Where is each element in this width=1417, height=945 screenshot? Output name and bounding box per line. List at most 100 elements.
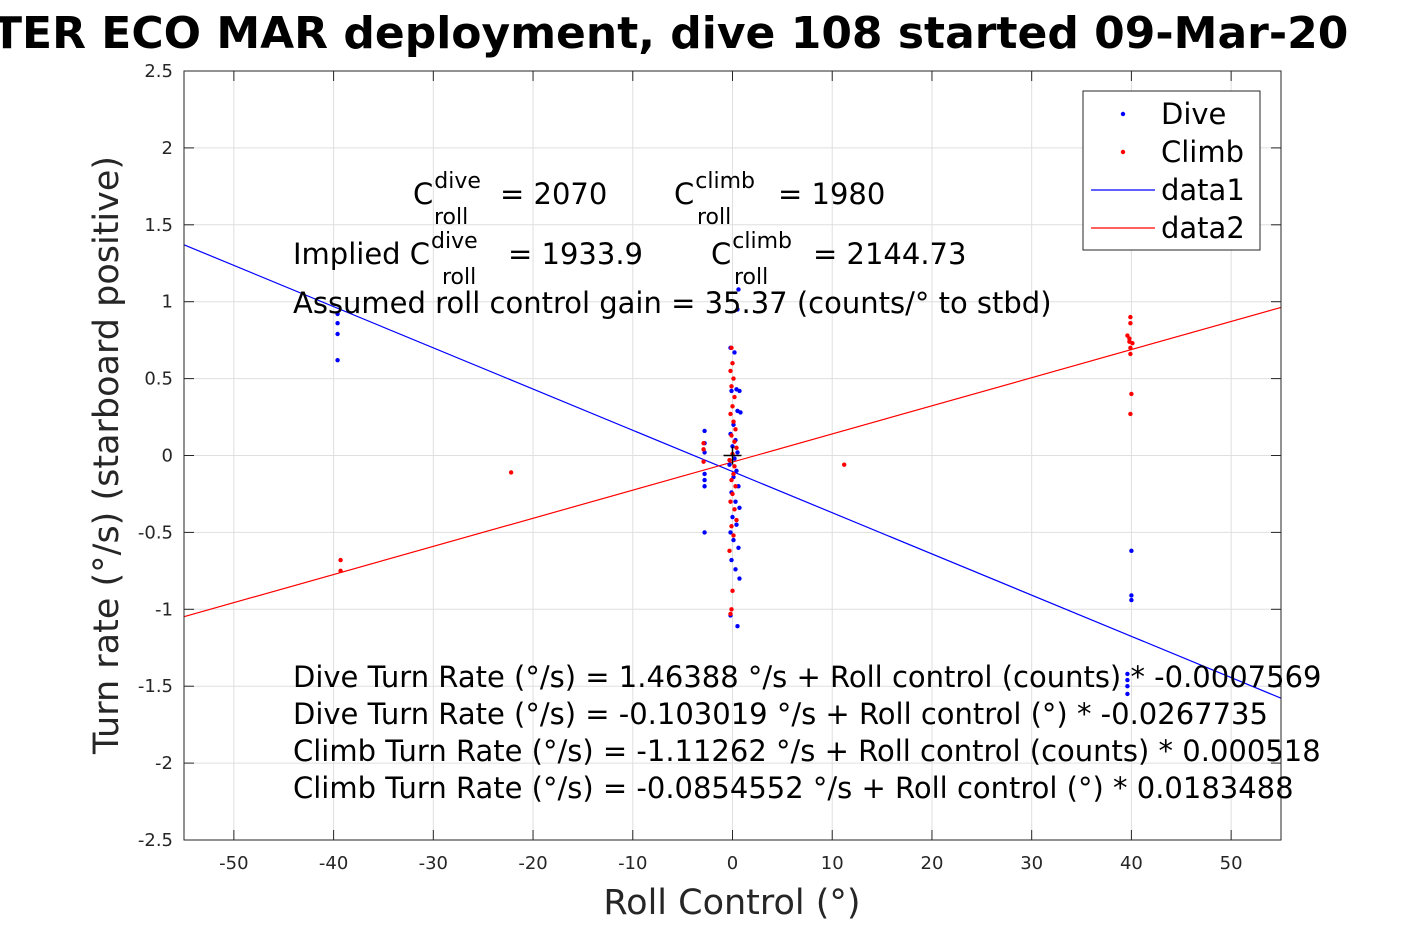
y-tick-label: -2 — [155, 753, 173, 774]
point-dive — [1125, 677, 1130, 683]
c-roll-climb-annotation: Cclimb roll= 1980 — [674, 169, 885, 230]
point-climb — [729, 524, 734, 529]
point-climb — [734, 517, 739, 523]
point-dive — [702, 484, 707, 489]
point-climb — [730, 404, 735, 409]
point-climb — [729, 345, 734, 351]
point-climb — [730, 361, 735, 366]
point-dive — [731, 422, 736, 427]
x-tick-label: -50 — [219, 853, 248, 874]
point-dive — [732, 350, 737, 355]
x-tick-label: 10 — [821, 853, 844, 874]
point-climb — [1128, 321, 1133, 326]
c-roll-dive-annotation: Cdive roll= 2070 — [413, 169, 607, 230]
point-climb — [731, 471, 736, 477]
x-tick-label: 40 — [1120, 853, 1143, 874]
point-dive — [737, 388, 742, 394]
y-tick-label: -2.5 — [138, 830, 173, 851]
y-tick-label: 0.5 — [144, 369, 173, 390]
point-dive — [1125, 684, 1130, 689]
legend: Dive Climb data1 data2 — [1082, 90, 1261, 251]
point-dive — [335, 321, 340, 326]
point-climb — [729, 607, 734, 612]
legend-marker-dive — [1120, 111, 1126, 117]
equation-dive-degrees: Dive Turn Rate (°/s) = -0.103019 °/s + R… — [293, 697, 1268, 731]
point-climb — [730, 588, 735, 594]
y-tick-label: 2 — [162, 138, 173, 159]
point-dive — [733, 567, 738, 572]
legend-marker-climb — [1120, 149, 1126, 155]
point-climb — [732, 394, 737, 400]
x-tick-label: -30 — [419, 853, 448, 874]
point-dive — [1129, 548, 1134, 554]
point-climb — [728, 499, 733, 504]
point-climb — [701, 440, 706, 446]
point-dive — [737, 505, 742, 510]
x-tick-labels: -50 -40 -30 -20 -10 0 10 20 30 40 50 — [219, 853, 1242, 874]
point-dive — [734, 522, 739, 527]
point-climb — [1127, 336, 1132, 341]
point-dive — [335, 357, 340, 363]
point-dive — [728, 530, 733, 535]
legend-label-climb: Climb — [1161, 135, 1244, 169]
point-dive — [735, 307, 740, 312]
point-dive — [335, 331, 340, 337]
center-marker — [723, 446, 742, 465]
point-climb — [731, 533, 736, 538]
point-dive — [1125, 671, 1130, 677]
point-climb — [338, 568, 343, 574]
point-climb — [728, 411, 733, 417]
point-climb — [1128, 314, 1133, 320]
implied-c-roll-annotation: Implied Cdive roll= 1933.9 Cclimb roll= 214… — [293, 229, 966, 290]
point-dive — [729, 388, 734, 394]
x-axis-label: Roll Control (°) — [603, 883, 860, 923]
point-climb — [729, 384, 734, 389]
x-tick-label: 30 — [1020, 853, 1043, 874]
point-climb — [732, 507, 737, 512]
point-climb — [701, 459, 706, 464]
point-climb — [731, 419, 736, 424]
legend-label-data1: data1 — [1161, 173, 1245, 207]
fit-line-data1 — [183, 244, 1282, 699]
y-tick-label: -0.5 — [138, 522, 173, 543]
y-tick-label: 1 — [162, 292, 173, 313]
point-dive — [335, 311, 340, 317]
x-tick-label: -40 — [319, 853, 348, 874]
point-dive — [733, 499, 738, 504]
point-climb — [841, 462, 847, 467]
point-climb — [508, 470, 514, 475]
point-dive — [738, 410, 743, 415]
y-tick-label: -1 — [155, 599, 173, 620]
y-tick-label: 0 — [162, 446, 173, 467]
point-dive — [729, 557, 734, 563]
point-dive — [730, 444, 735, 449]
point-dive — [734, 468, 739, 474]
legend-label-dive: Dive — [1161, 97, 1226, 131]
point-dive — [702, 530, 707, 535]
point-climb — [730, 491, 735, 497]
x-tick-label: 0 — [727, 853, 738, 874]
gain-annotation: Assumed roll control gain = 35.37 (count… — [293, 286, 1052, 320]
point-dive — [702, 477, 707, 483]
point-climb — [1128, 345, 1133, 351]
point-dive — [736, 545, 741, 550]
point-dive — [737, 576, 742, 581]
point-dive — [1129, 597, 1134, 603]
x-tick-label: 20 — [921, 853, 944, 874]
point-climb — [729, 433, 734, 438]
point-climb — [1128, 351, 1133, 357]
point-dive — [1125, 691, 1130, 697]
point-climb — [729, 477, 734, 483]
point-dive — [731, 537, 736, 543]
point-climb — [732, 439, 737, 444]
point-dive — [702, 471, 707, 477]
data-points — [335, 287, 1135, 697]
x-tick-label: -20 — [518, 853, 547, 874]
y-tick-label: -1.5 — [138, 676, 173, 697]
y-tick-label: 2.5 — [144, 61, 173, 82]
legend-box — [1082, 90, 1261, 251]
point-dive — [1129, 593, 1134, 598]
point-climb — [728, 611, 733, 617]
point-dive — [732, 456, 737, 461]
